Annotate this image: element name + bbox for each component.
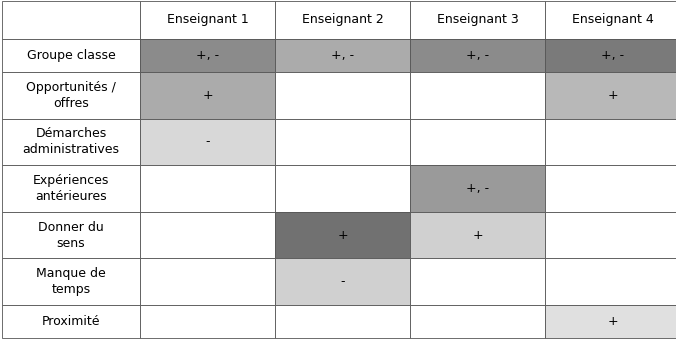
Bar (275, 305, 410, 338)
Bar (2, 119, 140, 165)
Bar (545, 258, 676, 305)
Bar (140, 212, 275, 258)
Text: +: + (473, 228, 483, 241)
Text: +, -: +, - (466, 182, 489, 195)
Bar (410, 1, 545, 39)
Bar (410, 305, 545, 338)
Bar (545, 72, 676, 119)
Bar (140, 39, 275, 72)
Bar (140, 119, 275, 165)
Bar (545, 212, 676, 258)
Text: +: + (607, 89, 618, 102)
Bar (545, 305, 676, 338)
Bar (410, 39, 545, 72)
Bar (410, 212, 545, 258)
Text: Démarches
administratives: Démarches administratives (22, 127, 120, 157)
Text: Enseignant 4: Enseignant 4 (572, 14, 654, 26)
Text: Opportunités /
offres: Opportunités / offres (26, 81, 116, 110)
Bar (140, 72, 275, 119)
Text: -: - (340, 275, 345, 288)
Bar (410, 72, 545, 119)
Text: Expériences
antérieures: Expériences antérieures (33, 174, 110, 203)
Bar (2, 1, 140, 39)
Bar (2, 305, 140, 338)
Bar (2, 39, 140, 72)
Bar (140, 1, 275, 39)
Text: +, -: +, - (601, 49, 624, 62)
Text: Groupe classe: Groupe classe (26, 49, 116, 62)
Bar (545, 119, 676, 165)
Bar (410, 258, 545, 305)
Bar (545, 165, 676, 212)
Text: +, -: +, - (196, 49, 219, 62)
Text: Enseignant 2: Enseignant 2 (301, 14, 383, 26)
Bar (2, 258, 140, 305)
Bar (2, 165, 140, 212)
Text: Donner du
sens: Donner du sens (38, 220, 104, 250)
Bar (140, 165, 275, 212)
Bar (275, 39, 410, 72)
Text: -: - (206, 136, 210, 148)
Bar (275, 1, 410, 39)
Bar (275, 72, 410, 119)
Bar (140, 305, 275, 338)
Bar (410, 119, 545, 165)
Bar (410, 165, 545, 212)
Bar (545, 39, 676, 72)
Text: +: + (607, 315, 618, 328)
Text: +: + (337, 228, 348, 241)
Text: Manque de
temps: Manque de temps (36, 267, 106, 296)
Bar (2, 212, 140, 258)
Bar (275, 212, 410, 258)
Bar (2, 72, 140, 119)
Text: +, -: +, - (331, 49, 354, 62)
Text: Enseignant 1: Enseignant 1 (166, 14, 248, 26)
Text: Proximité: Proximité (42, 315, 100, 328)
Bar (140, 258, 275, 305)
Bar (545, 1, 676, 39)
Text: Enseignant 3: Enseignant 3 (437, 14, 518, 26)
Bar (275, 119, 410, 165)
Bar (275, 258, 410, 305)
Bar (275, 165, 410, 212)
Text: +, -: +, - (466, 49, 489, 62)
Text: +: + (202, 89, 213, 102)
